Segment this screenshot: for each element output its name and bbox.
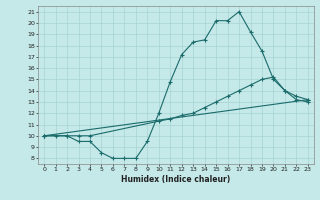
X-axis label: Humidex (Indice chaleur): Humidex (Indice chaleur) [121,175,231,184]
